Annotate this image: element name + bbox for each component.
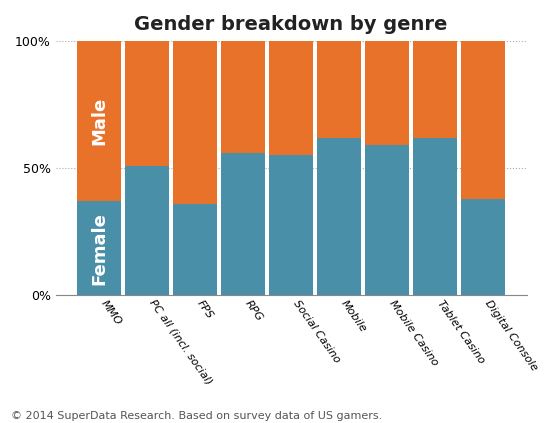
Title: Gender breakdown by genre: Gender breakdown by genre <box>134 15 448 34</box>
Bar <box>461 199 505 295</box>
Text: Female: Female <box>90 212 108 285</box>
Bar <box>269 41 313 155</box>
Bar <box>413 41 457 137</box>
Bar <box>125 166 169 295</box>
Bar <box>77 201 121 295</box>
Bar <box>173 204 217 295</box>
Bar <box>125 41 169 166</box>
Text: Male: Male <box>90 97 108 145</box>
Bar <box>365 145 409 295</box>
Bar <box>77 41 121 201</box>
Bar <box>317 41 361 137</box>
Bar <box>365 41 409 145</box>
Bar <box>173 41 217 204</box>
Bar <box>221 41 265 153</box>
Bar <box>269 155 313 295</box>
Bar <box>413 137 457 295</box>
Bar <box>317 137 361 295</box>
Text: © 2014 SuperData Research. Based on survey data of US gamers.: © 2014 SuperData Research. Based on surv… <box>11 411 382 421</box>
Bar <box>461 41 505 199</box>
Bar <box>221 153 265 295</box>
